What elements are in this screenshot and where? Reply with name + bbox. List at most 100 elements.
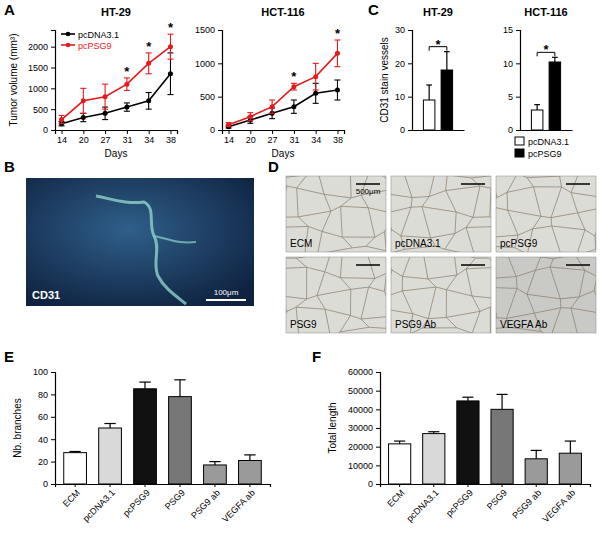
error-cap	[534, 104, 540, 105]
x-tick: 34	[311, 130, 321, 145]
significance-star: *	[146, 39, 152, 54]
x-tick: VEGFA ab	[541, 484, 578, 524]
error-cap	[269, 113, 275, 114]
y-axis-line	[51, 31, 56, 131]
error-bar	[146, 53, 152, 74]
error-cap	[313, 63, 319, 64]
y-tick-label: 20000	[348, 442, 373, 452]
error-cap	[334, 66, 340, 67]
chart: 1420273134380500100015002000***HT-29Days…	[8, 6, 178, 159]
error-cap	[247, 123, 253, 124]
bar	[134, 389, 157, 484]
x-tick-label: PSG9 ab	[189, 488, 222, 521]
image-tube	[571, 257, 585, 333]
y-tick: 500	[200, 92, 222, 102]
scale-bar	[461, 264, 485, 266]
scale-label: 500μm	[356, 187, 381, 196]
series-line	[229, 53, 338, 124]
image-background	[26, 178, 254, 306]
x-axis-line	[56, 131, 178, 135]
image-tube	[571, 176, 585, 252]
point	[81, 115, 86, 120]
x-tick: ECM	[385, 484, 406, 509]
chart: 051015*HCT-116pcDNA3.1pcPSG9	[503, 6, 573, 159]
y-tick: 5	[508, 92, 520, 102]
image-tube	[550, 259, 561, 333]
error-bar	[313, 63, 319, 90]
micrograph-grid: ECM500μmpcDNA3.1pcPSG9PSG9PSG9 AbVEGFA A…	[273, 166, 600, 339]
image-tube	[286, 176, 384, 178]
image-tube	[391, 186, 491, 197]
y-axis-title: CD31 stain vessels	[379, 37, 390, 123]
y-tick-mark	[516, 97, 520, 98]
figure: ABCDEF1420273134380500100015002000***HT-…	[0, 0, 600, 554]
significance-star: *	[543, 42, 549, 57]
chart-title: HCT-116	[524, 6, 567, 18]
error-cap	[146, 109, 152, 110]
error-cap	[80, 88, 86, 89]
image-tube	[466, 178, 480, 252]
y-tick: 1000	[195, 59, 222, 69]
x-tick-mark	[83, 130, 84, 134]
point	[168, 71, 173, 76]
y-tick-label: 20	[395, 59, 405, 69]
scale-bar	[356, 183, 380, 185]
error-bar	[102, 107, 108, 120]
error-cap	[269, 118, 275, 119]
error-cap	[394, 440, 405, 441]
point	[270, 104, 275, 109]
x-tick-label: pcDNA3.1	[81, 488, 117, 524]
image-tube	[287, 307, 386, 319]
error-bar	[531, 450, 542, 458]
error-bar	[394, 441, 405, 444]
x-tick-mark	[250, 130, 251, 134]
y-tick-mark	[376, 484, 380, 485]
error-cap	[269, 99, 275, 100]
y-tick-mark	[51, 109, 55, 110]
bar	[389, 444, 411, 484]
x-tick: VEGFA ab	[220, 484, 257, 524]
y-tick-label: 80	[38, 390, 48, 400]
y-tick-mark	[376, 447, 380, 448]
point	[291, 104, 296, 109]
y-axis-title: Nb. branches	[12, 398, 23, 457]
y-tick-mark	[218, 97, 222, 98]
y-tick-mark	[376, 465, 380, 466]
legend-item: pcDNA3.1	[515, 137, 569, 147]
significance-star: *	[124, 64, 130, 79]
x-axis-line	[56, 485, 271, 488]
error-stem	[144, 382, 145, 389]
error-bar	[104, 424, 115, 428]
image-vessel	[154, 236, 196, 242]
y-tick: 0	[368, 479, 380, 489]
scale-bar	[566, 264, 590, 266]
scale-bar	[206, 299, 246, 301]
legend-item: pcPSG9	[61, 41, 112, 51]
image-tube	[287, 186, 386, 198]
x-tick-mark	[110, 484, 111, 487]
y-axis: 0100002000030000400005000060000	[348, 367, 381, 489]
error-bar	[497, 394, 508, 409]
error-bar	[80, 113, 86, 121]
image-label: CD31	[32, 289, 60, 301]
image-tube	[286, 287, 384, 299]
image-tube	[286, 226, 385, 237]
figure-svg: ABCDEF1420273134380500100015002000***HT-…	[0, 0, 600, 554]
point	[335, 51, 340, 56]
error-bar	[80, 88, 86, 113]
x-tick: 14	[57, 130, 67, 145]
x-tick: pcPSG9	[121, 484, 152, 518]
plot-area	[423, 52, 452, 130]
y-axis-title: Total length	[327, 402, 338, 453]
image-tube	[496, 267, 596, 279]
x-tick-label: 27	[268, 135, 278, 145]
image-label: PSG9	[290, 319, 317, 330]
x-tick-label: 31	[122, 135, 132, 145]
image-tube	[446, 257, 457, 328]
y-axis: 020406080100	[33, 367, 56, 489]
y-tick: 60000	[348, 367, 380, 377]
error-cap	[244, 454, 255, 455]
image-tube	[445, 176, 456, 249]
x-axis: 142027313438	[56, 130, 178, 145]
x-tick: 38	[333, 130, 343, 145]
